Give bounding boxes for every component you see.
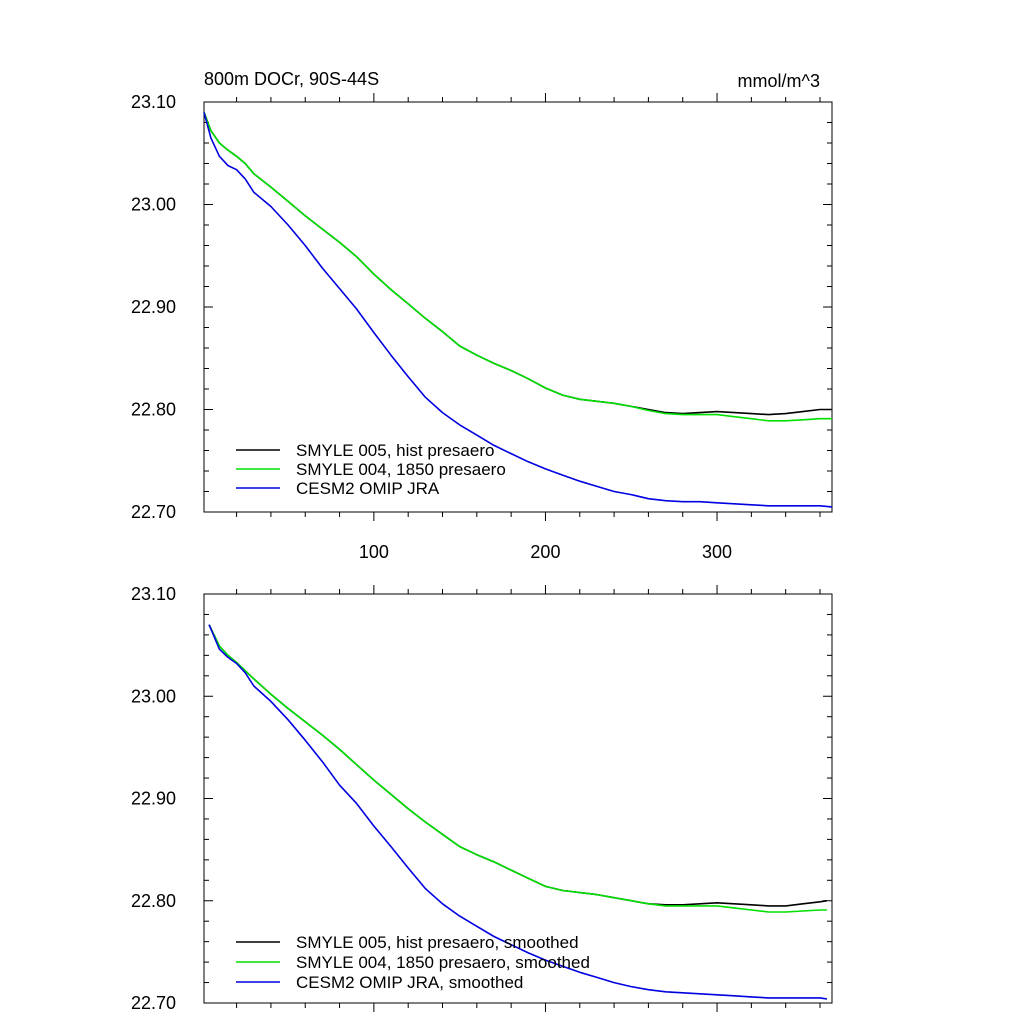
y-tick-label: 22.90 [131, 297, 176, 317]
series-line [208, 624, 828, 1000]
series-line [203, 112, 832, 422]
legend-label: SMYLE 004, 1850 presaero, smoothed [296, 953, 590, 972]
series-line [203, 112, 833, 508]
legend-label: SMYLE 005, hist presaero [296, 441, 494, 460]
y-tick-label: 22.90 [131, 789, 176, 809]
y-tick-label: 22.70 [131, 502, 176, 522]
x-tick-label: 300 [702, 542, 732, 562]
chart-title: 800m DOCr, 90S-44S [204, 69, 379, 89]
legend-label: CESM2 OMIP JRA [296, 479, 440, 498]
y-tick-label: 23.10 [131, 584, 176, 604]
y-tick-label: 23.10 [131, 92, 176, 112]
series-line [203, 112, 832, 416]
x-tick-label: 200 [530, 542, 560, 562]
y-tick-label: 22.80 [131, 891, 176, 911]
series-line [208, 624, 828, 907]
y-tick-label: 22.70 [131, 993, 176, 1013]
y-tick-label: 23.00 [131, 195, 176, 215]
y-tick-label: 22.80 [131, 400, 176, 420]
bottom-panel: 22.70 22.80 22.90 23.00 23.10 SMYLE 005, hist… [131, 584, 833, 1013]
units-label: mmol/m^3 [738, 71, 820, 91]
legend-label: CESM2 OMIP JRA, smoothed [296, 973, 523, 992]
series-line [208, 624, 827, 913]
y-tick-label: 23.00 [131, 686, 176, 706]
x-tick-label: 100 [359, 542, 389, 562]
legend-label: SMYLE 005, hist presaero, smoothed [296, 933, 579, 952]
legend-label: SMYLE 004, 1850 presaero [296, 460, 506, 479]
top-panel: 800m DOCr, 90S-44S mmol/m^3 22.70 22.80 22… [131, 69, 833, 562]
